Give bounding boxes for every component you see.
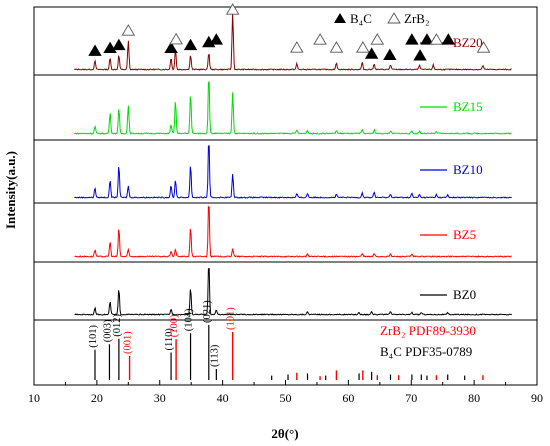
series-label-bz0: BZ0 [453, 287, 476, 302]
zrb2-marker [313, 33, 327, 45]
zrb2-marker [169, 32, 183, 45]
hkl-label: (110) [164, 328, 175, 351]
legend-zrb2-label: ZrB₂ [404, 11, 429, 26]
trace-bz5 [74, 205, 512, 258]
x-tick-label: 80 [468, 391, 480, 405]
x-tick-label: 20 [91, 391, 103, 405]
x-axis-title: 2θ(°) [271, 426, 298, 441]
zrb2-marker [290, 41, 304, 53]
legend: B₄C ZrB₂ [334, 11, 429, 26]
reference-patterns: (001)(100) (101)(101) (003)(012)(110)(104)… [88, 300, 484, 380]
b4c-marker [413, 49, 427, 61]
zrb2-marker [121, 24, 136, 36]
hkl-label: (113) [209, 344, 220, 367]
x-tick-label: 40 [217, 391, 229, 405]
zrb2-marker [476, 41, 491, 53]
zrb2-marker [429, 33, 444, 45]
series-label-bz20: BZ20 [453, 35, 483, 50]
series-label-bz10: BZ10 [453, 162, 483, 177]
series-label-bz5: BZ5 [453, 227, 476, 242]
b4c-marker [405, 33, 419, 45]
hkl-label: (003) [102, 319, 113, 342]
y-axis-title: Intensity(a.u.) [3, 151, 18, 229]
x-tick-label: 60 [342, 391, 354, 405]
hkl-label: (100) [169, 314, 180, 337]
zrb2-marker [225, 3, 240, 15]
x-tick-label: 70 [405, 391, 417, 405]
ref-label-b4c: B₄C PDF35-0789 [380, 344, 472, 359]
trace-bz15 [74, 81, 512, 135]
ref-label-zrb2: ZrB₂ PDF89-3930 [380, 323, 476, 338]
x-tick-label: 10 [28, 391, 40, 405]
legend-b4c-symbol [334, 13, 346, 23]
hkl-label: (001) [123, 331, 134, 354]
trace-bz10 [74, 144, 512, 199]
hkl-label: (012) [112, 314, 123, 337]
hkl-label: (021) [202, 300, 213, 323]
x-axis: 10 20 30 40 50 60 70 80 90 [28, 380, 543, 405]
hkl-label: (104) [184, 308, 195, 331]
x-tick-label: 30 [154, 391, 166, 405]
x-tick-label: 50 [280, 391, 292, 405]
zrb2-marker [356, 41, 370, 53]
b4c-marker [112, 38, 126, 51]
trace-bz0 [74, 267, 512, 316]
b4c-marker [88, 44, 102, 56]
series-labels: BZ20 BZ15 BZ10 BZ5 BZ0 [420, 35, 483, 302]
zrb2-marker [329, 41, 344, 53]
b4c-marker [164, 41, 178, 53]
x-tick-label: 90 [531, 391, 543, 405]
b4c-marker [420, 33, 434, 45]
b4c-marker [183, 38, 198, 51]
zrb2-marker [370, 33, 385, 45]
b4c-marker [441, 33, 456, 45]
b4c-marker [209, 33, 224, 45]
b4c-marker [383, 48, 397, 60]
legend-zrb2-symbol [387, 12, 401, 24]
diffraction-traces [74, 12, 512, 316]
hkl-label: (101) [226, 307, 237, 330]
phase-markers [88, 3, 491, 61]
panel-borders [33, 6, 538, 386]
hkl-label: (101) [88, 325, 99, 348]
trace-bz20 [74, 12, 512, 71]
legend-b4c-label: B₄C [350, 11, 372, 26]
b4c-marker [364, 47, 379, 59]
series-label-bz15: BZ15 [453, 99, 483, 114]
